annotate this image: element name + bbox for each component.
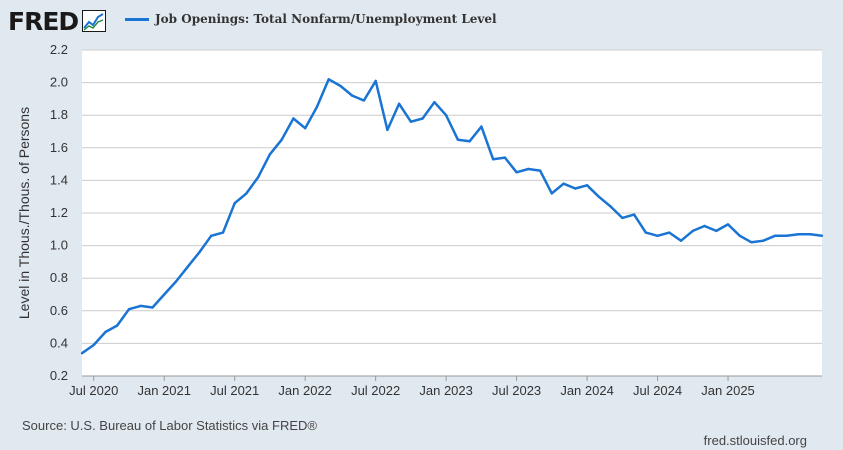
data-point bbox=[315, 105, 319, 109]
data-point bbox=[151, 306, 154, 309]
y-tick-label: 2.0 bbox=[50, 75, 68, 90]
data-point bbox=[538, 169, 542, 172]
data-point bbox=[797, 233, 800, 236]
legend-label: Job Openings: Total Nonfarm/Unemployment… bbox=[155, 12, 497, 26]
data-point bbox=[562, 182, 565, 185]
data-point bbox=[738, 234, 741, 237]
data-point bbox=[773, 234, 777, 237]
data-point bbox=[515, 171, 518, 174]
y-tick-label: 0.8 bbox=[50, 270, 68, 285]
x-tick-label: Jul 2021 bbox=[210, 383, 259, 398]
data-point bbox=[491, 158, 495, 161]
data-point bbox=[585, 184, 589, 187]
data-point bbox=[597, 195, 600, 198]
data-point bbox=[456, 138, 460, 141]
y-tick-label: 1.8 bbox=[50, 107, 68, 122]
data-point bbox=[679, 239, 683, 242]
fred-logo[interactable]: FRED bbox=[8, 6, 79, 36]
y-tick-label: 0.4 bbox=[50, 335, 68, 350]
data-point bbox=[280, 138, 283, 141]
y-tick-label: 0.2 bbox=[50, 368, 68, 383]
data-point bbox=[174, 280, 178, 283]
data-point bbox=[726, 223, 730, 226]
site-url[interactable]: fred.stlouisfed.org bbox=[703, 433, 807, 448]
x-tick-label: Jul 2023 bbox=[492, 383, 541, 398]
x-tick-label: Jan 2023 bbox=[419, 383, 473, 398]
data-point bbox=[632, 213, 636, 216]
data-point bbox=[104, 330, 107, 334]
data-point bbox=[362, 99, 366, 102]
data-point bbox=[198, 250, 201, 254]
data-point bbox=[351, 94, 354, 97]
data-point bbox=[668, 231, 671, 234]
x-tick-label: Jan 2024 bbox=[560, 383, 614, 398]
data-point bbox=[304, 127, 307, 130]
data-point bbox=[644, 231, 647, 234]
data-point bbox=[715, 229, 718, 233]
data-point bbox=[374, 79, 377, 83]
data-point bbox=[468, 140, 471, 143]
y-tick-label: 1.4 bbox=[50, 172, 68, 187]
data-point bbox=[480, 125, 483, 128]
data-point bbox=[503, 156, 507, 159]
x-tick-label: Jan 2025 bbox=[701, 383, 755, 398]
data-point bbox=[186, 265, 189, 268]
x-tick-label: Jan 2022 bbox=[278, 383, 332, 398]
legend-line-icon bbox=[125, 17, 149, 21]
data-point bbox=[292, 117, 295, 120]
data-point bbox=[139, 304, 142, 308]
data-point bbox=[268, 153, 272, 156]
x-tick-label: Jul 2024 bbox=[633, 383, 682, 398]
data-point bbox=[691, 229, 694, 233]
data-point bbox=[221, 231, 225, 234]
data-point bbox=[762, 239, 765, 242]
data-point bbox=[397, 102, 401, 106]
fred-chart-icon bbox=[82, 10, 107, 32]
y-tick-label: 2.2 bbox=[50, 42, 68, 57]
data-point bbox=[421, 117, 424, 120]
data-point bbox=[656, 234, 659, 237]
y-tick-label: 0.6 bbox=[50, 303, 68, 318]
data-point bbox=[210, 234, 213, 237]
data-point bbox=[527, 167, 530, 171]
data-point bbox=[92, 343, 95, 347]
data-point bbox=[116, 324, 119, 327]
y-tick-label: 1.2 bbox=[50, 205, 68, 220]
data-point bbox=[750, 241, 753, 244]
data-point bbox=[609, 205, 612, 208]
data-point bbox=[820, 234, 824, 237]
data-point bbox=[809, 233, 812, 236]
source-note: Source: U.S. Bureau of Labor Statistics … bbox=[22, 418, 317, 433]
data-point bbox=[257, 175, 260, 179]
data-point bbox=[327, 78, 330, 81]
data-point bbox=[245, 192, 248, 195]
data-point bbox=[233, 202, 236, 205]
fred-header: FRED bbox=[8, 6, 107, 36]
chart-legend: Job Openings: Total Nonfarm/Unemployment… bbox=[125, 12, 497, 26]
data-point bbox=[433, 101, 436, 104]
data-point bbox=[386, 128, 389, 132]
x-tick-label: Jul 2020 bbox=[69, 383, 118, 398]
data-point bbox=[80, 352, 84, 355]
data-point bbox=[621, 216, 624, 220]
data-point bbox=[550, 192, 553, 195]
data-point bbox=[409, 120, 413, 123]
data-point bbox=[444, 114, 448, 117]
x-tick-label: Jul 2022 bbox=[351, 383, 400, 398]
data-point bbox=[127, 308, 131, 311]
x-tick-label: Jan 2021 bbox=[137, 383, 191, 398]
data-point bbox=[163, 293, 166, 296]
y-tick-label: 1.6 bbox=[50, 140, 68, 155]
data-point bbox=[339, 84, 342, 88]
data-point bbox=[574, 187, 577, 190]
data-point bbox=[703, 224, 706, 228]
data-point bbox=[785, 234, 788, 237]
series-line bbox=[81, 78, 823, 355]
y-tick-label: 1.0 bbox=[50, 238, 68, 253]
y-axis-label: Level in Thous./Thous. of Persons bbox=[16, 106, 32, 320]
